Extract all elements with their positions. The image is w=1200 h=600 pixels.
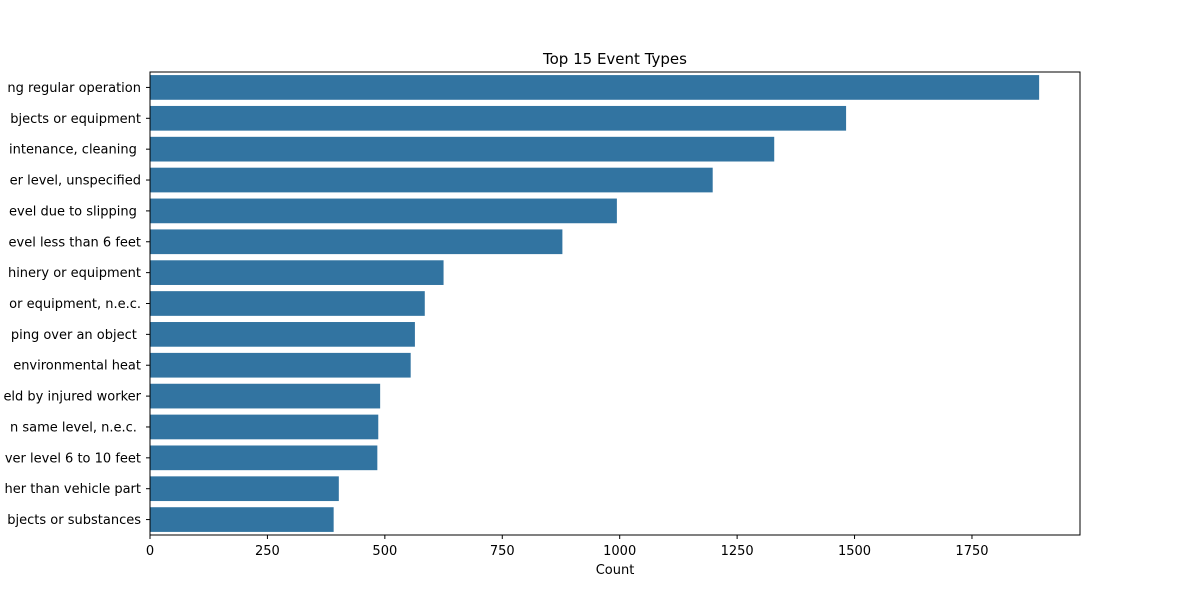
bar	[150, 198, 617, 224]
bar	[150, 291, 425, 316]
x-tick-label: 1500	[838, 544, 871, 559]
bar	[150, 445, 378, 471]
y-tick-label: her than vehicle part	[5, 482, 141, 497]
bar	[150, 167, 713, 193]
y-tick-label: eld by injured worker	[3, 390, 141, 405]
bar	[150, 414, 379, 440]
y-tick-label: hinery or equipment	[8, 266, 141, 281]
x-tick-label: 0	[146, 544, 154, 559]
x-tick-labels: 0 250 500 750 1000 1250 1500 1750	[146, 535, 989, 559]
y-tick-label: bjects or equipment	[10, 112, 141, 127]
bar	[150, 105, 847, 131]
bar	[150, 136, 775, 162]
chart-title: Top 15 Event Types	[542, 50, 687, 68]
x-tick-label: 500	[372, 544, 397, 559]
y-tick-label: or equipment, n.e.c.	[9, 297, 141, 312]
bar	[150, 229, 563, 255]
bar	[150, 75, 1040, 100]
bar	[150, 260, 444, 285]
y-tick-labels: ng regular operation bjects or equipment i…	[3, 81, 150, 528]
plot-area-frame	[149, 71, 1081, 536]
y-tick-label: ping over an object	[11, 328, 141, 343]
x-tick-label: 1250	[721, 544, 754, 559]
x-tick-label: 750	[490, 544, 515, 559]
y-tick-label: n same level, n.e.c.	[10, 420, 141, 435]
bar	[150, 476, 339, 502]
y-tick-label: bjects or substances	[7, 513, 141, 528]
bar	[150, 383, 381, 409]
y-tick-label: evel due to slipping	[9, 204, 141, 219]
y-tick-label: environmental heat	[9, 359, 141, 374]
bar	[150, 322, 415, 347]
bars-group	[150, 75, 1040, 532]
y-tick-label: ng regular operation	[7, 81, 141, 96]
bar	[150, 507, 334, 532]
y-tick-label: intenance, cleaning	[9, 143, 141, 158]
y-tick-label: ver level 6 to 10 feet	[5, 451, 141, 466]
x-tick-label: 250	[255, 544, 280, 559]
x-axis-label: Count	[596, 563, 635, 578]
y-tick-label: er level, unspecified	[10, 174, 141, 189]
y-tick-label: evel less than 6 feet	[9, 235, 141, 250]
x-tick-label: 1000	[603, 544, 636, 559]
x-tick-label: 1750	[955, 544, 988, 559]
bar	[150, 352, 411, 378]
